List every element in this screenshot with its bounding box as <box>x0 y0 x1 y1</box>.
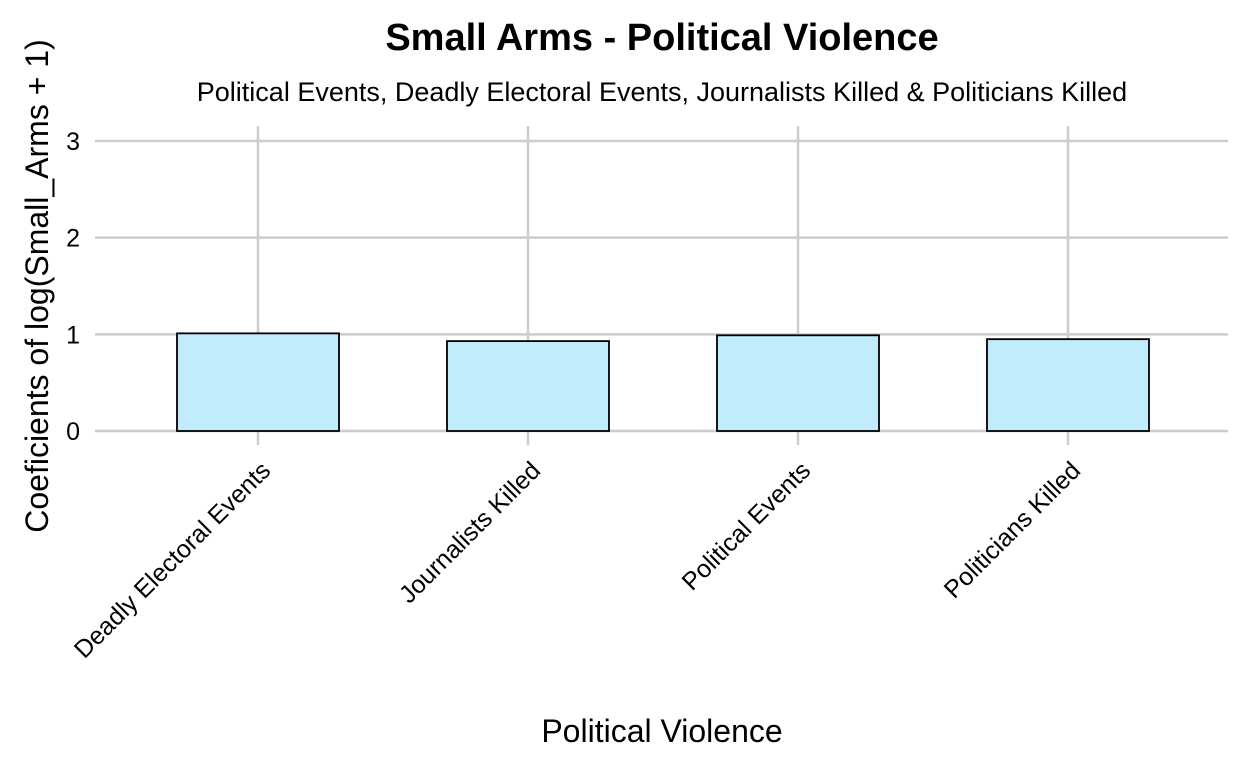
y-tick-label: 0 <box>66 418 80 446</box>
chart-title: Small Arms - Political Violence <box>385 17 938 59</box>
y-tick-label: 3 <box>66 128 80 156</box>
bar <box>986 338 1150 432</box>
x-tick-labels: Deadly Electoral Events Journalists Kille… <box>69 456 1086 663</box>
bar <box>446 340 610 432</box>
y-tick-label: 2 <box>66 225 80 253</box>
y-tick-label: 1 <box>66 321 80 349</box>
chart-subtitle: Political Events, Deadly Electoral Event… <box>197 77 1127 107</box>
x-tick-label: Politicians Killed <box>939 456 1087 604</box>
x-tick-label: Journalists Killed <box>394 456 546 608</box>
bars <box>176 332 1150 432</box>
y-tick-labels: 0 1 2 3 <box>66 128 80 446</box>
y-axis-title: Coeficients of log(Small_Arms + 1) <box>19 39 55 533</box>
bar <box>176 332 340 432</box>
x-tick-label: Deadly Electoral Events <box>69 456 276 663</box>
bar <box>716 334 880 432</box>
x-axis-title: Political Violence <box>541 713 782 749</box>
x-tick-label: Political Events <box>677 456 817 596</box>
